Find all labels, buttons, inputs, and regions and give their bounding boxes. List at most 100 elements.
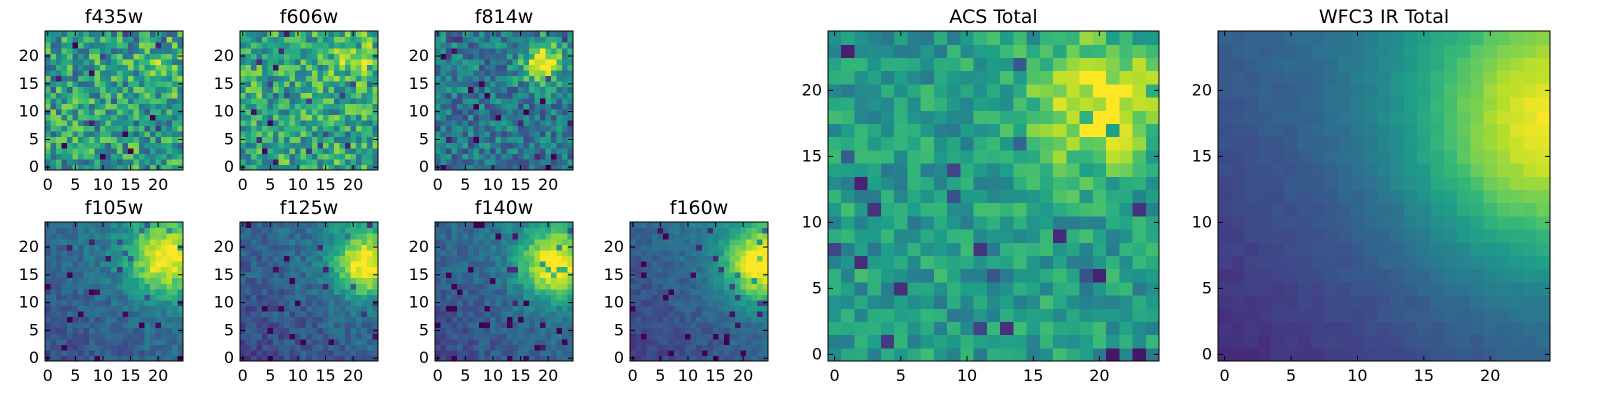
- heatmap-cell: [111, 125, 118, 132]
- heatmap-cell: [311, 333, 318, 340]
- heatmap-cell: [745, 305, 753, 312]
- heatmap-cell: [567, 233, 574, 240]
- heatmap-cell: [45, 266, 52, 273]
- heatmap-cell: [657, 233, 664, 240]
- heatmap-cell: [707, 316, 714, 323]
- heatmap-cell: [523, 53, 530, 60]
- heatmap-cell: [306, 288, 313, 295]
- heatmap-cell: [100, 294, 107, 301]
- heatmap-cell: [517, 288, 524, 295]
- heatmap-cell: [160, 47, 168, 54]
- heatmap-cell: [94, 97, 101, 104]
- heatmap-cell: [512, 92, 519, 99]
- heatmap-cell: [105, 227, 112, 234]
- heatmap-cell: [166, 288, 173, 295]
- heatmap-cell: [105, 294, 112, 301]
- heatmap-cell: [440, 294, 447, 301]
- heatmap-cell: [116, 42, 123, 49]
- heatmap-cell: [122, 283, 129, 290]
- heatmap-cell: [1000, 215, 1014, 230]
- heatmap-cell: [517, 153, 524, 160]
- heatmap-cell: [289, 75, 296, 82]
- heatmap-cell: [479, 288, 486, 295]
- heatmap-cell: [495, 238, 502, 245]
- heatmap-cell: [545, 244, 552, 251]
- heatmap-cell: [652, 288, 659, 295]
- heatmap-cell: [355, 233, 363, 240]
- heatmap-cell: [567, 283, 574, 290]
- heatmap-cell: [262, 327, 269, 334]
- heatmap-cell: [61, 119, 68, 127]
- heatmap-cell: [718, 305, 725, 312]
- heatmap-cell: [986, 295, 1001, 309]
- heatmap-cell: [630, 260, 637, 268]
- heatmap-cell: [854, 347, 869, 362]
- heatmap-cell: [138, 125, 145, 132]
- heatmap-cell: [729, 322, 736, 329]
- heatmap-cell: [127, 349, 134, 357]
- heatmap-cell: [61, 42, 68, 49]
- heatmap-cell: [523, 277, 530, 284]
- heatmap-cell: [517, 92, 524, 99]
- heatmap-cell: [484, 260, 491, 268]
- heatmap-cell: [295, 75, 302, 82]
- heatmap-cell: [278, 92, 285, 99]
- panel-title: f160w: [670, 197, 729, 219]
- heatmap-cell: [501, 36, 508, 43]
- heatmap-cell: [333, 119, 340, 127]
- heatmap-cell: [300, 58, 307, 65]
- heatmap-cell: [295, 47, 302, 54]
- heatmap-cell: [138, 164, 145, 171]
- heatmap-cell: [122, 266, 129, 273]
- heatmap-cell: [160, 355, 168, 362]
- heatmap-cell: [880, 255, 895, 270]
- heatmap-cell: [105, 255, 112, 262]
- heatmap-cell: [306, 327, 313, 334]
- heatmap-cell: [435, 114, 442, 121]
- heatmap-cell: [83, 277, 90, 284]
- heatmap-cell: [273, 97, 280, 104]
- heatmap-cell: [446, 288, 453, 295]
- heatmap-cell: [630, 305, 637, 312]
- heatmap-cell: [273, 238, 280, 245]
- heatmap-cell: [517, 158, 524, 166]
- heatmap-cell: [490, 58, 497, 65]
- heatmap-cell: [561, 222, 569, 229]
- heatmap-cell: [440, 164, 447, 171]
- heatmap-cell: [668, 227, 675, 234]
- heatmap-cell: [539, 164, 546, 171]
- heatmap-cell: [663, 294, 670, 301]
- heatmap-cell: [350, 344, 357, 351]
- heatmap-cell: [372, 158, 379, 166]
- heatmap-cell: [501, 310, 508, 318]
- heatmap-cell: [973, 334, 988, 349]
- heatmap-cell: [523, 322, 530, 329]
- heatmap-cell: [245, 136, 252, 143]
- heatmap-cell: [635, 233, 642, 240]
- heatmap-cell: [355, 97, 363, 104]
- heatmap-cell: [468, 260, 475, 268]
- heatmap-cell: [701, 349, 708, 357]
- heatmap-cell: [344, 114, 351, 121]
- heatmap-cell: [528, 131, 535, 138]
- heatmap-cell: [646, 344, 653, 351]
- heatmap-cell: [635, 305, 642, 312]
- heatmap-cell: [490, 310, 497, 318]
- heatmap-cell: [89, 260, 96, 268]
- heatmap-cell: [462, 349, 469, 357]
- heatmap-cell: [273, 64, 280, 71]
- heatmap-cell: [484, 53, 491, 60]
- heatmap-cell: [267, 266, 274, 273]
- heatmap-cell: [45, 147, 52, 154]
- heatmap-cell: [171, 233, 179, 240]
- heatmap-cell: [245, 119, 252, 127]
- heatmap-cell: [457, 227, 464, 234]
- heatmap-cell: [468, 114, 475, 121]
- heatmap-cell: [451, 327, 458, 334]
- heatmap-cell: [501, 299, 508, 306]
- heatmap-cell: [133, 58, 140, 65]
- heatmap-cell: [72, 158, 79, 166]
- heatmap-cell: [256, 53, 263, 60]
- heatmap-cell: [1132, 268, 1147, 283]
- heatmap-cell: [745, 238, 753, 245]
